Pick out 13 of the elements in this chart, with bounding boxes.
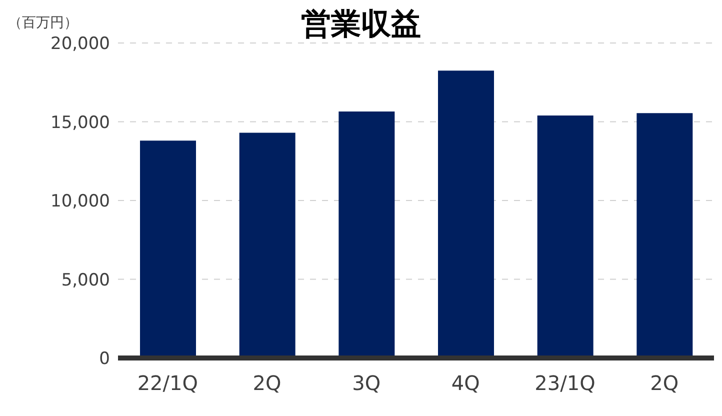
y-tick-label: 15,000 [50, 112, 110, 133]
x-tick-label: 2Q [252, 371, 282, 396]
y-axis-title: （百万円） [8, 14, 78, 32]
y-tick-label: 0 [99, 349, 110, 370]
y-tick-label: 10,000 [50, 192, 110, 212]
x-tick-label: 4Q [451, 371, 480, 396]
y-tick-label: 5,000 [61, 270, 110, 290]
chart-title: 営業収益 [301, 7, 421, 42]
x-tick-label: 3Q [352, 371, 381, 396]
x-tick-label: 22/1Q [137, 371, 198, 396]
x-tick-label: 2Q [650, 371, 679, 396]
y-tick-label: 20,000 [50, 34, 110, 54]
x-tick-label: 23/1Q [534, 371, 596, 396]
